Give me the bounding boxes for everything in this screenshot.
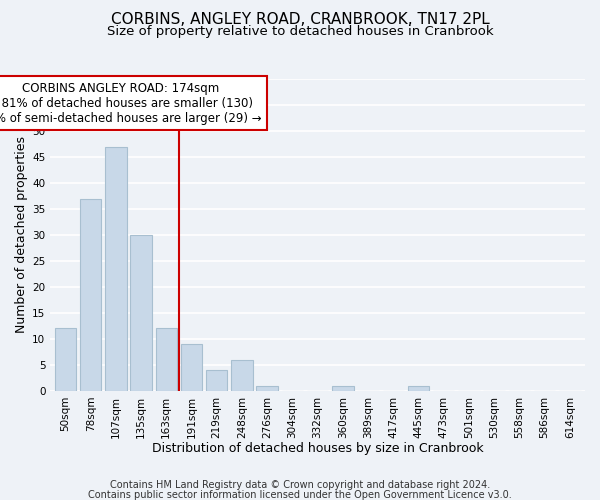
Bar (130, 235, 152, 391)
Bar (181, 344, 202, 391)
Bar (256, 386, 278, 391)
Text: CORBINS ANGLEY ROAD: 174sqm
← 81% of detached houses are smaller (130)
18% of se: CORBINS ANGLEY ROAD: 174sqm ← 81% of det… (0, 82, 262, 124)
Bar (332, 386, 353, 391)
X-axis label: Distribution of detached houses by size in Cranbrook: Distribution of detached houses by size … (152, 442, 484, 455)
Bar (206, 370, 227, 391)
Bar (55, 328, 76, 391)
Text: Contains public sector information licensed under the Open Government Licence v3: Contains public sector information licen… (88, 490, 512, 500)
Bar (231, 360, 253, 391)
Bar (155, 328, 177, 391)
Text: Size of property relative to detached houses in Cranbrook: Size of property relative to detached ho… (107, 25, 493, 38)
Y-axis label: Number of detached properties: Number of detached properties (15, 136, 28, 334)
Text: CORBINS, ANGLEY ROAD, CRANBROOK, TN17 2PL: CORBINS, ANGLEY ROAD, CRANBROOK, TN17 2P… (110, 12, 490, 28)
Bar (408, 386, 429, 391)
Text: Contains HM Land Registry data © Crown copyright and database right 2024.: Contains HM Land Registry data © Crown c… (110, 480, 490, 490)
Bar (80, 198, 101, 391)
Bar (105, 146, 127, 391)
